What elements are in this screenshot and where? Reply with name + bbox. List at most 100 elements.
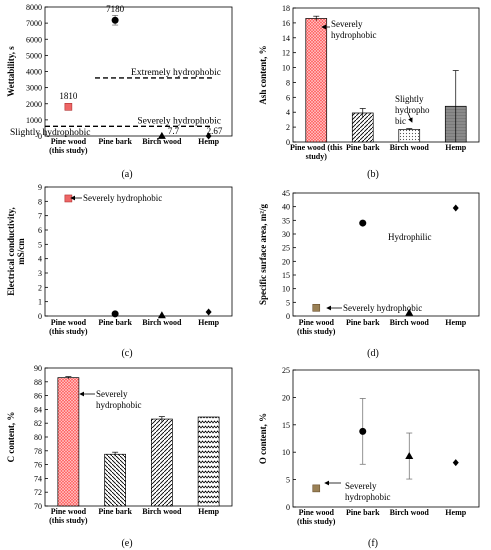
y-tick-label: 76 <box>34 461 42 470</box>
y-tick-label: 40 <box>282 203 290 212</box>
bar <box>197 416 220 507</box>
y-tick-label: 30 <box>282 230 290 239</box>
data-point <box>312 303 321 312</box>
plot-frame <box>292 369 480 508</box>
data-point <box>205 308 212 316</box>
y-tick-label: 14 <box>282 34 290 43</box>
y-tick-label: 86 <box>34 392 42 401</box>
annotation-arrow <box>407 112 413 123</box>
annotation: Slightly hydropho bic <box>395 94 430 126</box>
y-tick-label: 4 <box>286 108 290 117</box>
bar <box>151 418 173 507</box>
data-point <box>205 132 212 140</box>
y-tick-label: 9 <box>38 183 42 192</box>
data-point <box>111 16 119 24</box>
y-tick-label: 10 <box>282 448 290 457</box>
x-tick-label: Pine wood (this study) <box>297 508 336 526</box>
chart-panel-a: 0 1000 2000 3000 4000 5000 6000 7000 8000 Pine wo… <box>6 3 233 180</box>
bar <box>305 18 328 143</box>
annotation: Severely hydrophobic <box>96 389 142 410</box>
data-point <box>359 427 367 435</box>
x-tick-label: Birch wood <box>142 137 182 146</box>
y-axis-label: Specific surface area, m²/g <box>258 204 268 306</box>
x-tick-label: Pine wood (this study) <box>49 507 88 525</box>
panel-label: (e) <box>121 538 132 549</box>
panel-label: (b) <box>367 169 379 180</box>
x-tick-label: Birch wood <box>142 507 182 516</box>
y-tick-label: 6000 <box>26 35 42 44</box>
x-tick-label: Hemp <box>445 143 466 152</box>
y-axis-label: Ash content, % <box>258 45 268 104</box>
x-tick-label: Hemp <box>198 507 219 516</box>
y-tick-label: 10 <box>282 64 290 73</box>
y-axis-label: Wettability, s <box>6 46 16 97</box>
data-label: 2.67 <box>207 126 223 136</box>
data-label: 1810 <box>59 91 78 101</box>
y-tick-label: 3 <box>38 269 42 278</box>
y-tick-label: 2 <box>38 283 42 292</box>
data-point <box>452 204 459 212</box>
y-axis-label: Electrical conductivity,mS/cm <box>6 207 26 295</box>
reference-line-label: Severely hydrophobic <box>137 116 221 126</box>
x-tick-label: Pine bark <box>346 143 380 152</box>
panel-label: (a) <box>121 169 132 180</box>
data-point <box>452 459 459 467</box>
x-tick-label: Hemp <box>445 318 466 327</box>
data-point <box>405 452 414 460</box>
annotation: Slightly hydrophobic <box>10 128 91 138</box>
x-tick-label: Hemp <box>198 137 219 146</box>
y-tick-label: 8000 <box>26 3 42 12</box>
x-tick-label: Pine wood (this study) <box>290 143 342 161</box>
y-tick-label: 15 <box>282 271 290 280</box>
annotation: Hydrophilic <box>388 232 432 242</box>
x-tick-label: Pine bark <box>346 508 380 517</box>
y-tick-label: 4 <box>38 255 42 264</box>
bar <box>104 453 126 507</box>
y-tick-label: 82 <box>34 419 42 428</box>
y-tick-label: 80 <box>34 433 42 442</box>
y-tick-label: 7000 <box>26 19 42 28</box>
y-tick-label: 12 <box>282 49 290 58</box>
y-tick-label: 6 <box>38 226 42 235</box>
y-tick-label: 5 <box>286 476 290 485</box>
y-tick-label: 0 <box>286 503 290 512</box>
y-tick-label: 0 <box>286 312 290 321</box>
reference-line-label: Extremely hydrophobic <box>131 68 221 78</box>
y-tick-label: 8 <box>38 197 42 206</box>
panel-label: (d) <box>367 348 379 359</box>
y-tick-label: 5 <box>286 298 290 307</box>
y-tick-label: 74 <box>34 474 42 483</box>
bar <box>398 128 421 143</box>
y-tick-label: 1 <box>38 298 42 307</box>
data-point <box>111 310 119 318</box>
y-tick-label: 0 <box>38 312 42 321</box>
x-tick-label: Pine bark <box>346 318 380 327</box>
x-tick-label: Birch wood <box>142 318 182 327</box>
plot-frame <box>292 7 480 143</box>
y-tick-label: 20 <box>282 393 290 402</box>
x-tick-label: Pine wood (this study) <box>49 137 88 155</box>
panel-label: (f) <box>368 538 378 549</box>
chart-panel-f: 0 5 10 15 20 25 Pine wood (this study) Pine bark… <box>258 366 480 549</box>
y-tick-label: 25 <box>282 366 290 375</box>
chart-panel-c: 0 1 2 3 4 5 6 7 8 9 Pine wood (this study) Pine bark… <box>6 183 233 359</box>
y-tick-label: 8 <box>286 78 290 87</box>
annotation: Severely hydrophobic <box>83 193 162 203</box>
bar <box>57 377 80 507</box>
y-tick-label: 6 <box>286 93 290 102</box>
data-point <box>312 484 321 493</box>
annotation: Severely hydrophobic <box>331 19 377 40</box>
y-tick-label: 78 <box>34 447 42 456</box>
y-axis-label: C content, % <box>6 412 16 463</box>
annotation: Severely hydrophobic <box>345 481 391 502</box>
y-tick-label: 45 <box>282 189 290 198</box>
x-tick-label: Birch wood <box>390 143 430 152</box>
annotation: Severely hydrophobic <box>343 303 422 313</box>
y-axis-label: O content, % <box>258 413 268 464</box>
plot-frame <box>292 192 480 317</box>
y-tick-label: 5 <box>38 240 42 249</box>
data-point <box>405 308 414 316</box>
y-tick-label: 0 <box>286 138 290 147</box>
data-point <box>157 311 166 319</box>
